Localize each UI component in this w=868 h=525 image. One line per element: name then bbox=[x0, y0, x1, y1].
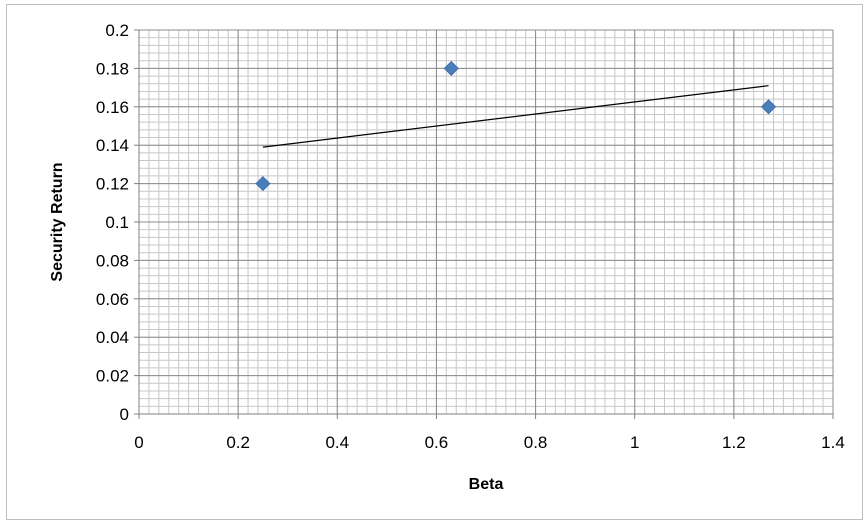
x-tick-label: 1.2 bbox=[722, 433, 746, 452]
y-tick-label: 0.16 bbox=[96, 98, 129, 117]
y-tick-label: 0.2 bbox=[105, 21, 129, 40]
x-tick-label: 1 bbox=[630, 433, 639, 452]
major-grid bbox=[138, 29, 834, 415]
x-tick-label: 0.2 bbox=[226, 433, 250, 452]
y-axis-title: Security Return bbox=[49, 162, 66, 281]
data-points bbox=[255, 60, 777, 192]
trendline bbox=[262, 85, 769, 148]
y-tick-label: 0.04 bbox=[96, 328, 129, 347]
x-tick-labels: 0 0.2 0.4 0.6 0.8 1 1.2 1.4 bbox=[134, 433, 845, 452]
data-point-diamond bbox=[443, 60, 459, 76]
y-tick-label: 0.1 bbox=[105, 213, 129, 232]
y-tick-label: 0.08 bbox=[96, 251, 129, 270]
y-tick-label: 0.18 bbox=[96, 59, 129, 78]
y-tick-label: 0.06 bbox=[96, 290, 129, 309]
axes bbox=[134, 29, 834, 419]
y-tick-label: 0 bbox=[120, 405, 129, 424]
x-tick-label: 0 bbox=[134, 433, 143, 452]
y-tick-labels: 0 0.02 0.04 0.06 0.08 0.1 0.12 0.14 0.16 0.18 0.2 bbox=[96, 21, 129, 424]
y-tick-label: 0.02 bbox=[96, 367, 129, 386]
x-tick-label: 0.8 bbox=[524, 433, 548, 452]
data-point-diamond bbox=[760, 99, 777, 115]
y-tick-label: 0.12 bbox=[96, 175, 129, 194]
trendline-group bbox=[262, 85, 769, 148]
x-axis-title: Beta bbox=[469, 476, 504, 493]
x-tick-label: 0.6 bbox=[425, 433, 449, 452]
data-point-diamond bbox=[255, 176, 271, 192]
y-tick-label: 0.14 bbox=[96, 136, 129, 155]
x-tick-label: 0.4 bbox=[325, 433, 349, 452]
x-tick-label: 1.4 bbox=[821, 433, 845, 452]
